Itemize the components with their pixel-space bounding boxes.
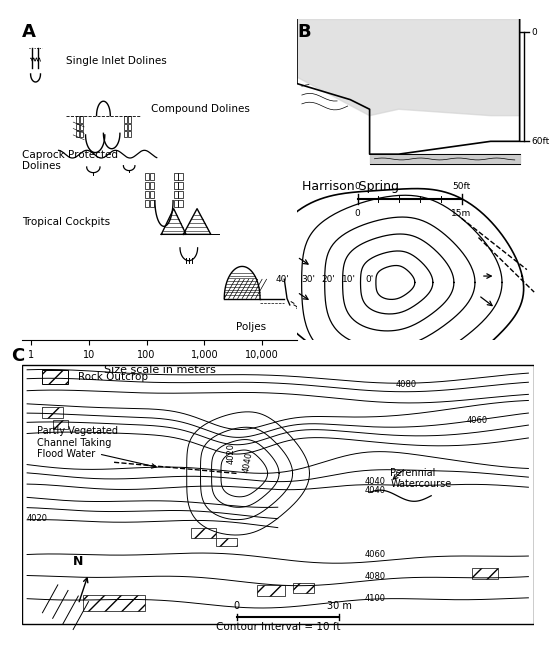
Text: 4040: 4040 <box>365 478 386 486</box>
Text: B: B <box>297 23 311 41</box>
Text: 30 m: 30 m <box>327 601 351 611</box>
Text: Perennial
Watercourse: Perennial Watercourse <box>390 468 452 489</box>
Text: Harrison Spring: Harrison Spring <box>302 180 399 193</box>
Text: 4080: 4080 <box>395 380 416 389</box>
Bar <box>293 583 314 594</box>
Bar <box>53 421 68 429</box>
Text: 4060: 4060 <box>467 416 488 425</box>
Bar <box>150 181 154 189</box>
Bar <box>128 131 131 137</box>
Text: Contour Interval = 10 ft: Contour Interval = 10 ft <box>216 622 340 632</box>
Bar <box>191 527 216 538</box>
Polygon shape <box>297 19 520 116</box>
Text: A: A <box>22 23 36 41</box>
Bar <box>128 124 131 130</box>
Bar <box>257 585 285 596</box>
Bar <box>80 117 84 123</box>
Bar <box>174 191 178 198</box>
Bar <box>150 191 154 198</box>
Bar <box>76 131 79 137</box>
Text: Partly Vegetated
Channel Taking
Flood Water: Partly Vegetated Channel Taking Flood Wa… <box>37 426 118 459</box>
Text: 10': 10' <box>342 275 356 284</box>
Text: Single Inlet Dolines: Single Inlet Dolines <box>66 56 167 66</box>
Bar <box>174 200 178 207</box>
Bar <box>145 200 149 207</box>
Bar <box>150 173 154 180</box>
Bar <box>84 595 145 611</box>
Bar <box>178 191 183 198</box>
Text: 0: 0 <box>532 28 537 37</box>
Text: 50ft: 50ft <box>453 182 471 191</box>
Bar <box>124 124 127 130</box>
Bar <box>150 200 154 207</box>
Bar <box>145 181 149 189</box>
Text: Poljes: Poljes <box>236 322 266 332</box>
X-axis label: Size scale in meters: Size scale in meters <box>103 365 216 375</box>
Bar <box>76 124 79 130</box>
Bar <box>178 173 183 180</box>
Text: 4020: 4020 <box>27 513 48 522</box>
Text: Compound Dolines: Compound Dolines <box>151 104 250 114</box>
Text: 0: 0 <box>234 601 240 611</box>
Text: 4040: 4040 <box>365 485 386 494</box>
Text: 40': 40' <box>276 275 289 284</box>
Bar <box>42 406 63 418</box>
Text: 15m: 15m <box>452 209 472 218</box>
Bar <box>128 117 131 123</box>
Bar <box>124 131 127 137</box>
Text: 0: 0 <box>355 209 360 218</box>
Bar <box>174 181 178 189</box>
Bar <box>178 181 183 189</box>
Text: 4040: 4040 <box>242 451 255 474</box>
Bar <box>76 117 79 123</box>
Text: 0': 0' <box>365 275 373 284</box>
Text: 4100: 4100 <box>365 594 386 603</box>
Text: 0: 0 <box>355 182 360 191</box>
Bar <box>145 173 149 180</box>
Bar <box>80 131 84 137</box>
Text: Caprock Protected
Dolines: Caprock Protected Dolines <box>22 150 118 171</box>
Text: C: C <box>11 347 24 365</box>
Text: Tropical Cockpits: Tropical Cockpits <box>22 216 110 227</box>
Text: N: N <box>73 555 84 568</box>
Text: 4080: 4080 <box>365 572 386 581</box>
Bar <box>145 191 149 198</box>
Bar <box>174 173 178 180</box>
Bar <box>42 370 68 384</box>
Bar <box>216 538 237 546</box>
Text: Rock Outcrop: Rock Outcrop <box>78 373 148 382</box>
Bar <box>80 124 84 130</box>
Text: 4020: 4020 <box>227 443 235 465</box>
Text: 30': 30' <box>301 275 315 284</box>
Bar <box>178 200 183 207</box>
Text: 4060: 4060 <box>365 550 386 559</box>
Text: 60ft: 60ft <box>532 137 550 146</box>
Text: 20': 20' <box>322 275 336 284</box>
Bar <box>124 117 127 123</box>
Bar <box>472 568 498 579</box>
